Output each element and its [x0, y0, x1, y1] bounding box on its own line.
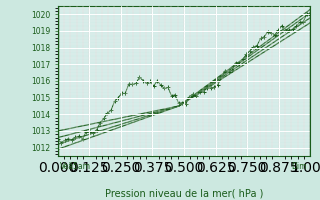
Text: Dim: Dim	[291, 162, 307, 171]
X-axis label: Pression niveau de la mer( hPa ): Pression niveau de la mer( hPa )	[105, 189, 263, 199]
Text: Veã5am: Veã5am	[60, 162, 91, 171]
